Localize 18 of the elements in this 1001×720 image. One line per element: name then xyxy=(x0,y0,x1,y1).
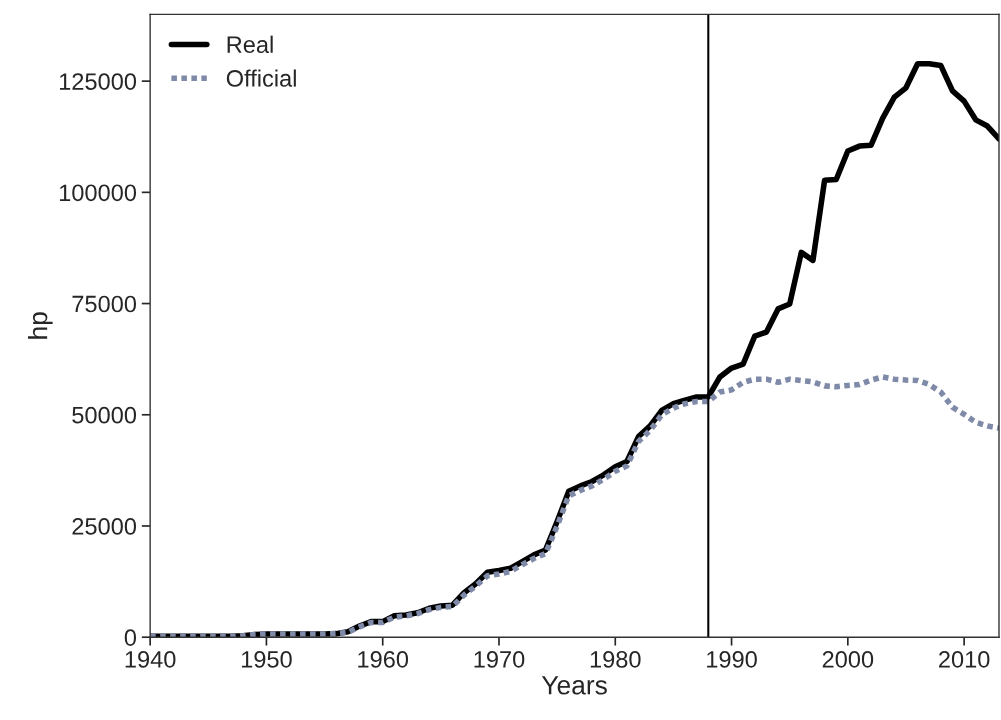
y-tick-label: 0 xyxy=(124,629,137,646)
x-tick-label: 1950 xyxy=(241,651,292,668)
x-tick-label: 1970 xyxy=(474,651,525,668)
y-tick-label: 50000 xyxy=(72,406,137,424)
x-tick-label: 1960 xyxy=(358,651,409,668)
legend-label: Real xyxy=(227,35,273,53)
y-tick-label: 125000 xyxy=(59,73,137,90)
y-tick-label: 100000 xyxy=(59,184,137,202)
y-tick-label: 75000 xyxy=(72,295,137,313)
x-tick-label: 1980 xyxy=(590,651,641,668)
y-tick-label: 25000 xyxy=(72,518,137,535)
x-axis-title: Years xyxy=(541,676,607,695)
y-axis-title: hp xyxy=(28,312,53,339)
legend-label: Official xyxy=(226,69,296,87)
x-tick-label: 1990 xyxy=(707,651,757,668)
x-tick-label: 1940 xyxy=(125,651,176,668)
x-tick-label: 2010 xyxy=(939,651,990,668)
x-tick-label: 2000 xyxy=(822,651,874,668)
